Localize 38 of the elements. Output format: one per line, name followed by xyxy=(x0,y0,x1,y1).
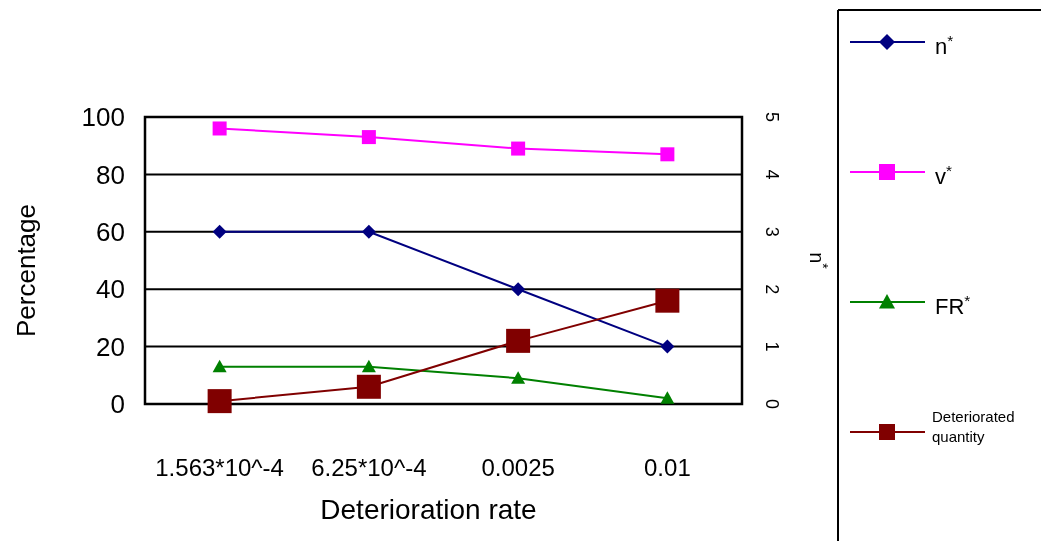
y2-tick-label: 0 xyxy=(761,398,782,410)
point xyxy=(660,391,675,404)
point xyxy=(511,371,526,384)
y-axis-title: Percentage xyxy=(11,204,41,337)
point xyxy=(511,141,526,156)
point xyxy=(207,389,232,414)
point xyxy=(212,121,227,136)
x-tick-label: 1.563*10^-4 xyxy=(155,454,284,481)
y-tick-label: 100 xyxy=(81,102,125,133)
y-tick-label: 20 xyxy=(96,331,125,362)
legend-label: n$^{*}$ xyxy=(935,31,954,59)
y-tick-label: 80 xyxy=(96,159,125,190)
x-tick-label: 0.0025 xyxy=(481,454,555,481)
x-axis-title: Deterioration rate xyxy=(320,494,537,525)
y2-tick-label: 3 xyxy=(761,226,782,237)
y-tick-label: 0 xyxy=(110,389,125,420)
y-tick-label: 40 xyxy=(96,274,125,305)
point xyxy=(655,288,680,313)
legend-label: Deteriorated quantity xyxy=(932,408,1015,445)
point xyxy=(511,282,526,297)
point xyxy=(356,374,381,399)
x-tick-label: 0.01 xyxy=(644,454,691,481)
point xyxy=(506,328,531,353)
y2-tick-label: 4 xyxy=(761,169,782,180)
point xyxy=(212,224,227,239)
point xyxy=(660,147,675,162)
y2-tick-label: 1 xyxy=(761,341,782,352)
y2-tick-label: 2 xyxy=(761,284,782,295)
legend-label: FR$^{*}$ xyxy=(935,291,971,319)
point xyxy=(361,130,376,145)
point xyxy=(660,339,675,354)
y-tick-label: 60 xyxy=(96,216,125,247)
point xyxy=(361,359,376,373)
y2-tick-label: 5 xyxy=(761,111,782,123)
point xyxy=(361,224,376,239)
x-tick-label: 6.25*10^-4 xyxy=(311,454,427,481)
legend-label: v$^{*}$ xyxy=(935,161,952,189)
point xyxy=(212,359,227,373)
